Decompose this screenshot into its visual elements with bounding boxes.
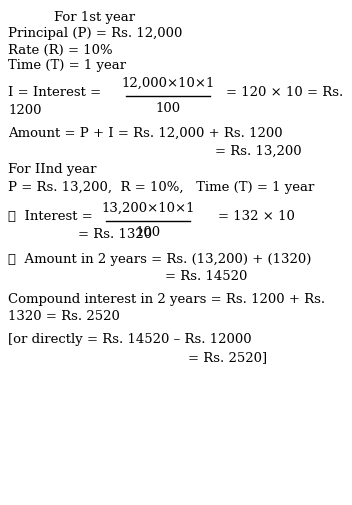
Text: 12,000×10×1: 12,000×10×1 bbox=[121, 76, 215, 89]
Text: = Rs. 14520: = Rs. 14520 bbox=[165, 271, 247, 283]
Text: ∴  Amount in 2 years = Rs. (13,200) + (1320): ∴ Amount in 2 years = Rs. (13,200) + (13… bbox=[8, 254, 312, 267]
Text: For 1st year: For 1st year bbox=[55, 11, 136, 24]
Text: For IInd year: For IInd year bbox=[8, 163, 96, 176]
Text: ∴  Interest =: ∴ Interest = bbox=[8, 211, 93, 224]
Text: = 120 × 10 = Rs.: = 120 × 10 = Rs. bbox=[226, 85, 343, 98]
Text: 13,200×10×1: 13,200×10×1 bbox=[101, 201, 195, 215]
Text: 1320 = Rs. 2520: 1320 = Rs. 2520 bbox=[8, 311, 120, 324]
Text: I = Interest =: I = Interest = bbox=[8, 85, 101, 98]
Text: Time (T) = 1 year: Time (T) = 1 year bbox=[8, 60, 126, 73]
Text: 100: 100 bbox=[156, 102, 181, 115]
Text: = Rs. 1320: = Rs. 1320 bbox=[78, 228, 152, 241]
Text: Compound interest in 2 years = Rs. 1200 + Rs.: Compound interest in 2 years = Rs. 1200 … bbox=[8, 292, 325, 306]
Text: 100: 100 bbox=[136, 227, 161, 239]
Text: P = Rs. 13,200,  R = 10%,   Time (T) = 1 year: P = Rs. 13,200, R = 10%, Time (T) = 1 ye… bbox=[8, 180, 314, 193]
Text: = 132 × 10: = 132 × 10 bbox=[218, 211, 295, 224]
Text: = Rs. 2520]: = Rs. 2520] bbox=[188, 351, 267, 365]
Text: Principal (P) = Rs. 12,000: Principal (P) = Rs. 12,000 bbox=[8, 27, 182, 40]
Text: = Rs. 13,200: = Rs. 13,200 bbox=[215, 144, 302, 158]
Text: [or directly = Rs. 14520 – Rs. 12000: [or directly = Rs. 14520 – Rs. 12000 bbox=[8, 333, 252, 346]
Text: Amount = P + I = Rs. 12,000 + Rs. 1200: Amount = P + I = Rs. 12,000 + Rs. 1200 bbox=[8, 126, 283, 139]
Text: 1200: 1200 bbox=[8, 105, 42, 118]
Text: Rate (R) = 10%: Rate (R) = 10% bbox=[8, 43, 113, 57]
